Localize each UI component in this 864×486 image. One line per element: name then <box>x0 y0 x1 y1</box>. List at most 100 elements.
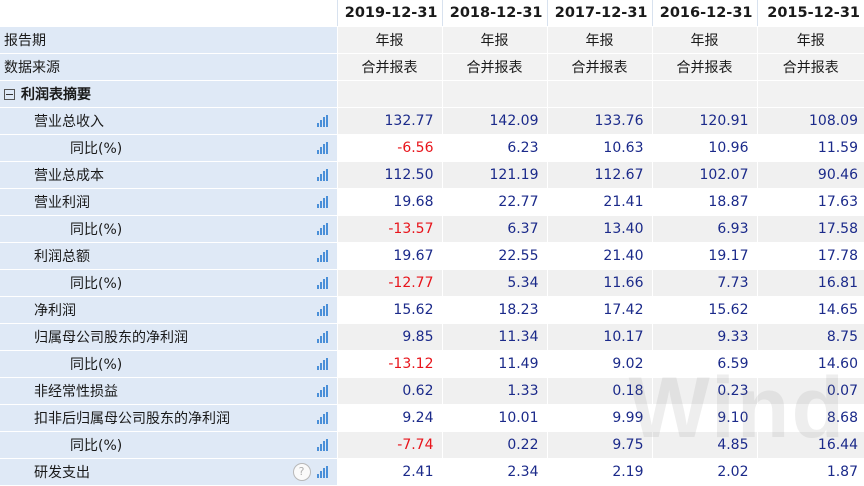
value-cell: 6.37 <box>441 215 547 243</box>
bar-chart-icon[interactable] <box>316 466 329 478</box>
table-row: 非经常性损益 0.62 1.33 0.18 0.23 0.07 <box>0 377 864 405</box>
value-cell: 0.62 <box>336 377 442 405</box>
value-cell: 17.58 <box>756 215 864 243</box>
value-cell: 112.67 <box>546 161 652 189</box>
value-cell: -6.56 <box>336 134 442 162</box>
data-source-cell: 合并报表 <box>441 53 547 81</box>
value-cell: 11.49 <box>441 350 547 378</box>
row-label: 营业总成本 <box>34 168 104 184</box>
period-header[interactable]: 2016-12-31 <box>651 0 757 27</box>
bar-chart-icon[interactable] <box>316 331 329 343</box>
value-cell: 10.96 <box>651 134 757 162</box>
value-cell: 0.22 <box>441 431 547 459</box>
period-header[interactable]: 2018-12-31 <box>441 0 547 27</box>
bar-chart-icon[interactable] <box>316 169 329 181</box>
row-label: 同比(%) <box>70 438 123 454</box>
value-cell: 18.87 <box>651 188 757 216</box>
table-row: 同比(%) -6.56 6.23 10.63 10.96 11.59 <box>0 134 864 162</box>
row-label-cell: 同比(%) <box>0 431 337 459</box>
row-label-cell: 营业总成本 <box>0 161 337 189</box>
section-toggle[interactable]: 利润表摘要 <box>0 80 337 108</box>
value-cell: 18.23 <box>441 296 547 324</box>
value-cell: 11.34 <box>441 323 547 351</box>
table-row: 研发支出? 2.41 2.34 2.19 2.02 1.87 <box>0 458 864 486</box>
value-cell: 17.63 <box>756 188 864 216</box>
table-row: 利润总额 19.67 22.55 21.40 19.17 17.78 <box>0 242 864 270</box>
value-cell: -7.74 <box>336 431 442 459</box>
row-label-cell: 利润总额 <box>0 242 337 270</box>
section-header-row[interactable]: 利润表摘要 <box>0 80 864 108</box>
section-spacer-cell <box>441 80 547 108</box>
data-source-cell: 合并报表 <box>546 53 652 81</box>
value-cell: 9.24 <box>336 404 442 432</box>
header-row: 2019-12-31 2018-12-31 2017-12-31 2016-12… <box>0 0 864 27</box>
bar-chart-icon[interactable] <box>316 358 329 370</box>
row-label-cell: 营业利润 <box>0 188 337 216</box>
row-label: 净利润 <box>34 303 76 319</box>
bar-chart-icon[interactable] <box>316 412 329 424</box>
value-cell: 142.09 <box>441 107 547 135</box>
section-spacer-cell <box>651 80 757 108</box>
value-cell: 22.77 <box>441 188 547 216</box>
period-header[interactable]: 2017-12-31 <box>546 0 652 27</box>
value-cell: 21.40 <box>546 242 652 270</box>
row-label-cell: 同比(%) <box>0 350 337 378</box>
bar-chart-icon[interactable] <box>316 196 329 208</box>
bar-chart-icon[interactable] <box>316 385 329 397</box>
period-header[interactable]: 2015-12-31 <box>756 0 864 27</box>
value-cell: 9.33 <box>651 323 757 351</box>
section-title: 利润表摘要 <box>21 87 91 103</box>
data-source-cell: 合并报表 <box>336 53 442 81</box>
value-cell: 10.63 <box>546 134 652 162</box>
bar-chart-icon[interactable] <box>316 250 329 262</box>
table-row: 营业总成本 112.50 121.19 112.67 102.07 90.46 <box>0 161 864 189</box>
value-cell: 16.81 <box>756 269 864 297</box>
table-row: 营业总收入 132.77 142.09 133.76 120.91 108.09 <box>0 107 864 135</box>
report-period-cell: 年报 <box>756 26 864 54</box>
table-row: 营业利润 19.68 22.77 21.41 18.87 17.63 <box>0 188 864 216</box>
value-cell: 5.34 <box>441 269 547 297</box>
row-label: 营业利润 <box>34 195 90 211</box>
value-cell: 0.07 <box>756 377 864 405</box>
table-row: 归属母公司股东的净利润 9.85 11.34 10.17 9.33 8.75 <box>0 323 864 351</box>
value-cell: 112.50 <box>336 161 442 189</box>
value-cell: 11.59 <box>756 134 864 162</box>
period-header[interactable]: 2019-12-31 <box>336 0 442 27</box>
row-label-cell: 研发支出? <box>0 458 337 486</box>
value-cell: 13.40 <box>546 215 652 243</box>
bar-chart-icon[interactable] <box>316 439 329 451</box>
row-label-cell: 非经常性损益 <box>0 377 337 405</box>
value-cell: -12.77 <box>336 269 442 297</box>
bar-chart-icon[interactable] <box>316 277 329 289</box>
section-spacer-cell <box>546 80 652 108</box>
value-cell: 9.02 <box>546 350 652 378</box>
collapse-minus-icon[interactable] <box>4 89 15 100</box>
value-cell: 133.76 <box>546 107 652 135</box>
value-cell: 0.23 <box>651 377 757 405</box>
row-label-cell: 扣非后归属母公司股东的净利润 <box>0 404 337 432</box>
row-label: 同比(%) <box>70 141 123 157</box>
value-cell: -13.12 <box>336 350 442 378</box>
row-label: 报告期 <box>0 26 337 54</box>
bar-chart-icon[interactable] <box>316 223 329 235</box>
value-cell: 4.85 <box>651 431 757 459</box>
value-cell: 16.44 <box>756 431 864 459</box>
bar-chart-icon[interactable] <box>316 115 329 127</box>
bar-chart-icon[interactable] <box>316 304 329 316</box>
row-label-cell: 营业总收入 <box>0 107 337 135</box>
report-period-cell: 年报 <box>546 26 652 54</box>
help-question-icon[interactable]: ? <box>292 463 311 481</box>
value-cell: 9.99 <box>546 404 652 432</box>
section-spacer-cell <box>756 80 864 108</box>
bar-chart-icon[interactable] <box>316 142 329 154</box>
report-period-cell: 年报 <box>441 26 547 54</box>
value-cell: 6.59 <box>651 350 757 378</box>
value-cell: 11.66 <box>546 269 652 297</box>
value-cell: 15.62 <box>336 296 442 324</box>
row-label-cell: 同比(%) <box>0 134 337 162</box>
value-cell: 9.85 <box>336 323 442 351</box>
value-cell: 19.17 <box>651 242 757 270</box>
report-period-row: 报告期 年报 年报 年报 年报 年报 <box>0 26 864 54</box>
report-period-cell: 年报 <box>651 26 757 54</box>
